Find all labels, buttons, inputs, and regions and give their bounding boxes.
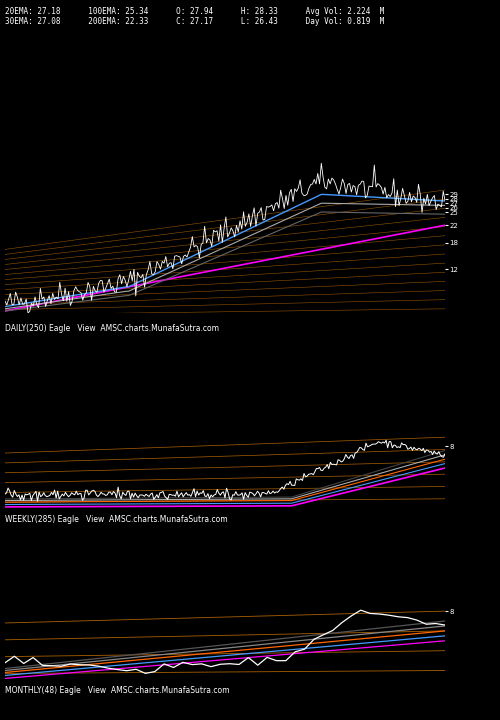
Text: DAILY(250) Eagle   View  AMSC.charts.MunafaSutra.com: DAILY(250) Eagle View AMSC.charts.Munafa… <box>5 324 219 333</box>
Text: 30EMA: 27.08      200EMA: 22.33      C: 27.17      L: 26.43      Day Vol: 0.819 : 30EMA: 27.08 200EMA: 22.33 C: 27.17 L: 2… <box>5 17 384 26</box>
Text: MONTHLY(48) Eagle   View  AMSC.charts.MunafaSutra.com: MONTHLY(48) Eagle View AMSC.charts.Munaf… <box>5 686 230 696</box>
Text: WEEKLY(285) Eagle   View  AMSC.charts.MunafaSutra.com: WEEKLY(285) Eagle View AMSC.charts.Munaf… <box>5 515 228 524</box>
Text: 20EMA: 27.18      100EMA: 25.34      O: 27.94      H: 28.33      Avg Vol: 2.224 : 20EMA: 27.18 100EMA: 25.34 O: 27.94 H: 2… <box>5 7 384 17</box>
